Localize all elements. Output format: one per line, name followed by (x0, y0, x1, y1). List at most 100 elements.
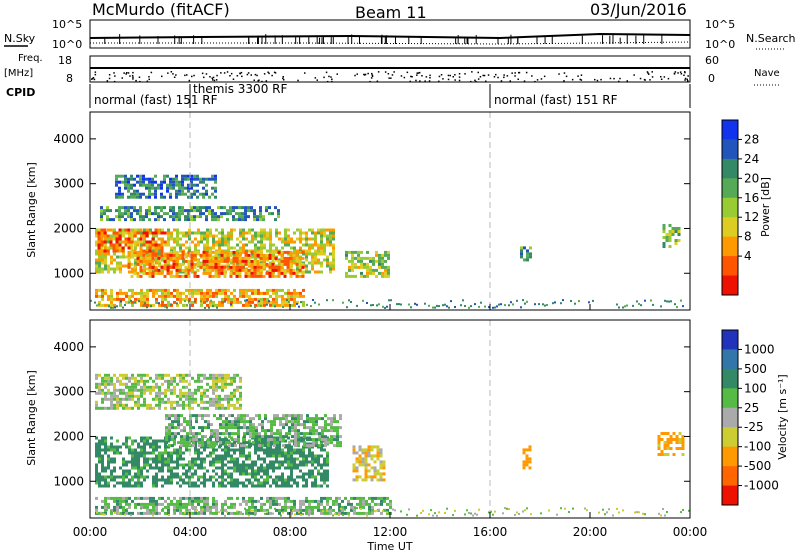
heatmap-cell (212, 460, 215, 464)
heatmap-cell (217, 215, 220, 219)
heatmap-cell (270, 423, 273, 427)
heatmap-cell (200, 508, 203, 512)
heatmap-cell (224, 436, 227, 440)
heatmap-cell (348, 299, 350, 302)
heatmap-cell (242, 291, 245, 295)
heatmap-cell (352, 507, 354, 510)
heatmap-cell (188, 436, 191, 440)
heatmap-cell (185, 231, 188, 235)
heatmap-cell (124, 228, 128, 232)
heatmap-cell (309, 444, 312, 448)
heatmap-cell (269, 231, 272, 235)
heatmap-cell (358, 460, 362, 464)
heatmap-cell (243, 444, 246, 448)
heatmap-cell (196, 262, 200, 266)
heatmap-cell (146, 469, 149, 473)
nave-dot (525, 71, 528, 74)
heatmap-cell (191, 394, 194, 398)
heatmap-cell (179, 373, 182, 377)
heatmap-cell (278, 451, 281, 455)
heatmap-cell (194, 237, 197, 241)
heatmap-cell (210, 511, 212, 514)
heatmap-cell (152, 439, 155, 443)
heatmap-cell (118, 209, 121, 213)
heatmap-cell (209, 505, 212, 509)
heatmap-cell (206, 376, 209, 380)
heatmap-cell (221, 475, 224, 479)
heatmap-cell (305, 484, 308, 488)
heatmap-cell (680, 511, 682, 514)
heatmap-cell (140, 291, 143, 295)
heatmap-cell (230, 297, 233, 301)
x-tick-label: 00:00 (73, 525, 108, 539)
heatmap-cell (113, 397, 116, 401)
heatmap-cell (201, 438, 204, 442)
heatmap-cell (204, 306, 206, 309)
heatmap-cell (260, 481, 263, 485)
heatmap-cell (220, 250, 224, 254)
heatmap-cell (522, 460, 526, 464)
heatmap-cell (197, 385, 200, 389)
heatmap-cell (179, 376, 182, 380)
heatmap-cell (260, 448, 263, 452)
heatmap-cell (101, 397, 104, 401)
heatmap-cell (143, 457, 146, 461)
nave-dot (94, 71, 97, 73)
heatmap-cell (224, 469, 227, 473)
heatmap-cell (277, 209, 280, 213)
heatmap-cell (462, 299, 464, 302)
heatmap-cell (188, 475, 191, 479)
heatmap-cell (275, 258, 278, 262)
heatmap-cell (254, 303, 257, 307)
nave-dot (131, 74, 134, 77)
heatmap-cell (379, 448, 383, 452)
heatmap-cell (211, 265, 215, 269)
heatmap-cell (160, 215, 163, 219)
heatmap-cell (127, 240, 131, 244)
heatmap-cell (320, 448, 323, 452)
heatmap-cell (204, 510, 206, 512)
heatmap-cell (110, 442, 113, 446)
heatmap-cell (326, 502, 329, 506)
nave-dot (482, 74, 484, 77)
heatmap-cell (130, 243, 134, 247)
heatmap-cell (260, 246, 263, 250)
heatmap-cell (227, 511, 230, 515)
heatmap-cell (360, 259, 363, 263)
heatmap-cell (357, 256, 360, 260)
heatmap-cell (109, 209, 112, 213)
heatmap-cell (236, 478, 239, 482)
heatmap-cell (119, 240, 122, 244)
heatmap-cell (128, 502, 131, 506)
heatmap-cell (212, 457, 215, 461)
heatmap-cell (329, 496, 332, 500)
heatmap-cell (221, 502, 224, 506)
heatmap-cell (280, 262, 284, 266)
heatmap-cell (668, 245, 672, 248)
heatmap-cell (260, 297, 263, 301)
heatmap-cell (181, 253, 185, 257)
heatmap-cell (182, 457, 185, 461)
heatmap-cell (382, 463, 386, 467)
heatmap-cell (189, 426, 192, 430)
heatmap-cell (154, 206, 157, 210)
heatmap-cell (155, 385, 158, 389)
heatmap-cell (450, 300, 452, 303)
heatmap-cell (217, 206, 220, 210)
heatmap-cell (301, 250, 305, 254)
heatmap-cell (312, 426, 315, 430)
heatmap-cell (253, 215, 256, 219)
heatmap-cell (508, 304, 510, 307)
heatmap-cell (253, 218, 256, 222)
heatmap-cell (182, 505, 185, 509)
heatmap-cell (170, 382, 173, 386)
heatmap-cell (119, 466, 122, 470)
heatmap-cell (293, 258, 296, 262)
nave-dot (531, 75, 533, 77)
heatmap-cell (665, 236, 669, 239)
heatmap-cell (140, 436, 143, 440)
heatmap-cell (134, 472, 137, 476)
heatmap-cell (113, 499, 116, 503)
heatmap-cell (281, 460, 284, 464)
heatmap-cell (663, 441, 667, 444)
